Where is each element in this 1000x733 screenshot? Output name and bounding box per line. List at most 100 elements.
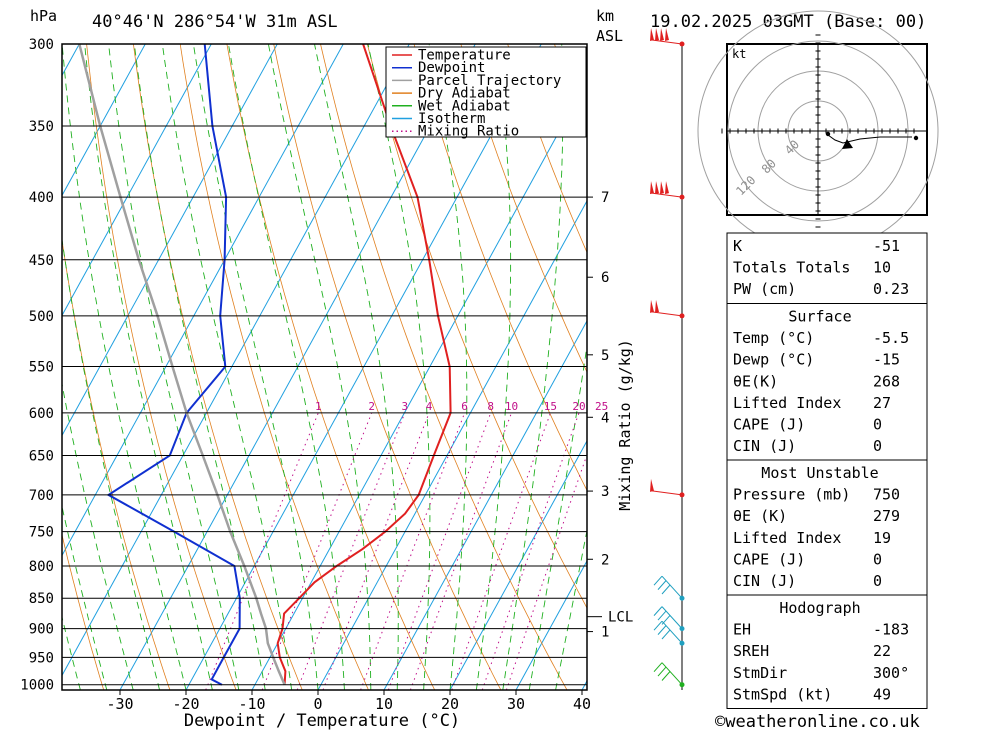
pressure-tick-label: 850 (29, 591, 54, 607)
wet-adiabat-lines (0, 7, 587, 690)
table-value: 49 (873, 685, 891, 703)
legend-label: Temperature (418, 48, 511, 64)
table-value: 0.23 (873, 280, 909, 298)
dry-adiabat-line (226, 44, 436, 690)
wind-flag (660, 28, 664, 41)
mixing-ratio-label: 8 (487, 400, 494, 413)
wind-flag (650, 478, 654, 492)
pressure-tick-label: 900 (29, 622, 54, 638)
wind-flag (660, 181, 664, 195)
table-label: θE (K) (733, 507, 787, 525)
table-label: CIN (J) (733, 572, 796, 590)
wind-shaft (661, 620, 683, 644)
mixing-ratio-line (481, 412, 580, 690)
mixing-ratio-line (505, 453, 587, 690)
wind-barb-line (653, 620, 663, 631)
pressure-tick-label: 800 (29, 559, 54, 575)
hodograph-point (825, 131, 831, 137)
wind-flag (650, 28, 654, 41)
mixing-ratio-label: 10 (505, 400, 518, 413)
mixing-ratio-label: 2 (368, 400, 375, 413)
pressure-tick-label: 650 (29, 448, 54, 464)
mixing-ratio-line (205, 412, 319, 690)
x-tick-label: 10 (375, 695, 393, 713)
dry-adiabat-line (366, 44, 587, 609)
dry-adiabat-line (954, 7, 1000, 690)
hodograph-point (913, 135, 919, 141)
wet-adiabat-line (475, 44, 512, 690)
table-value: 0 (873, 572, 882, 590)
wet-adiabat-line (502, 44, 564, 690)
table-label: Dewp (°C) (733, 351, 814, 369)
hodograph-trace (827, 134, 912, 144)
wet-adiabat-line (161, 44, 293, 690)
table-label: CAPE (J) (733, 550, 805, 568)
mixing-ratio-labels: 1 2 3 4 6 8 10 15 20 25 (315, 400, 608, 413)
hodograph-table (726, 594, 928, 709)
mixing-ratio-label: 1 (315, 400, 322, 413)
table-label: CIN (J) (733, 437, 796, 455)
mixing-ratio-line (387, 412, 492, 690)
hodograph-unit: kt (732, 47, 746, 61)
pressure-tick-label: 350 (29, 119, 54, 135)
credit-label: ©weatheronline.co.uk (715, 712, 920, 732)
km-tick-label: 1 (601, 625, 609, 641)
wind-barb-line (657, 580, 667, 590)
wind-barb (653, 575, 685, 601)
pressure-tick-label: 600 (29, 406, 54, 422)
profile-series (78, 44, 452, 686)
temperature-axis-labels: -30 -20 -10 0 10 20 30 40 (106, 690, 591, 713)
wind-barb (650, 181, 685, 200)
table-value: 0 (873, 416, 882, 434)
mixing-ratio-label: 6 (461, 400, 468, 413)
wind-flag (665, 28, 669, 41)
mixing-ratio-label: 25 (595, 400, 608, 413)
wind-flag (650, 299, 654, 313)
wet-adiabat-line (84, 44, 213, 690)
wind-shaft (661, 662, 683, 686)
isotherm-line (383, 319, 587, 690)
x-tick-label: 40 (573, 695, 591, 713)
table-label: StmDir (733, 664, 787, 682)
dry-adiabat-line (413, 44, 587, 492)
table-value: 10 (873, 259, 891, 277)
wet-adiabat-line (133, 44, 266, 690)
wet-adiabat-line (62, 44, 187, 690)
wind-barb-line (657, 625, 667, 635)
wind-shaft (651, 311, 683, 317)
dry-adiabat-line (62, 237, 171, 690)
series-temperature (276, 44, 452, 685)
table-value: 279 (873, 507, 900, 525)
table-value: -51 (873, 237, 900, 255)
wet-adiabat-line (62, 236, 161, 690)
pressure-gridlines (62, 43, 587, 686)
mixing-ratio-label: 3 (401, 400, 408, 413)
wind-barb-line (661, 671, 671, 681)
wind-flag (650, 181, 654, 195)
wind-barbs (650, 28, 685, 688)
isotherm-line (62, 44, 278, 437)
isotherm-line (62, 44, 344, 557)
dry-adiabat-line (86, 44, 237, 690)
wet-adiabat-line (267, 44, 372, 690)
table-label: SREH (733, 642, 769, 660)
isotherm-line (62, 44, 410, 677)
wet-adiabat-line (62, 381, 134, 690)
legend-label: Mixing Ratio (418, 124, 519, 140)
wet-adiabat-line (227, 44, 345, 690)
table-value: -15 (873, 351, 900, 369)
x-tick-label: 30 (507, 695, 525, 713)
x-tick-label: -10 (238, 695, 265, 713)
surface-table-title: Surface (788, 308, 851, 326)
wind-shaft (651, 192, 683, 198)
dry-adiabat-line (460, 44, 587, 374)
table-label: CAPE (J) (733, 416, 805, 434)
plot-frame (61, 43, 588, 691)
table-value: 22 (873, 642, 891, 660)
dry-adiabat-line (507, 44, 587, 254)
table-value: 0 (873, 437, 882, 455)
wind-barb-line (653, 606, 663, 616)
wet-adiabat-line (0, 7, 54, 690)
